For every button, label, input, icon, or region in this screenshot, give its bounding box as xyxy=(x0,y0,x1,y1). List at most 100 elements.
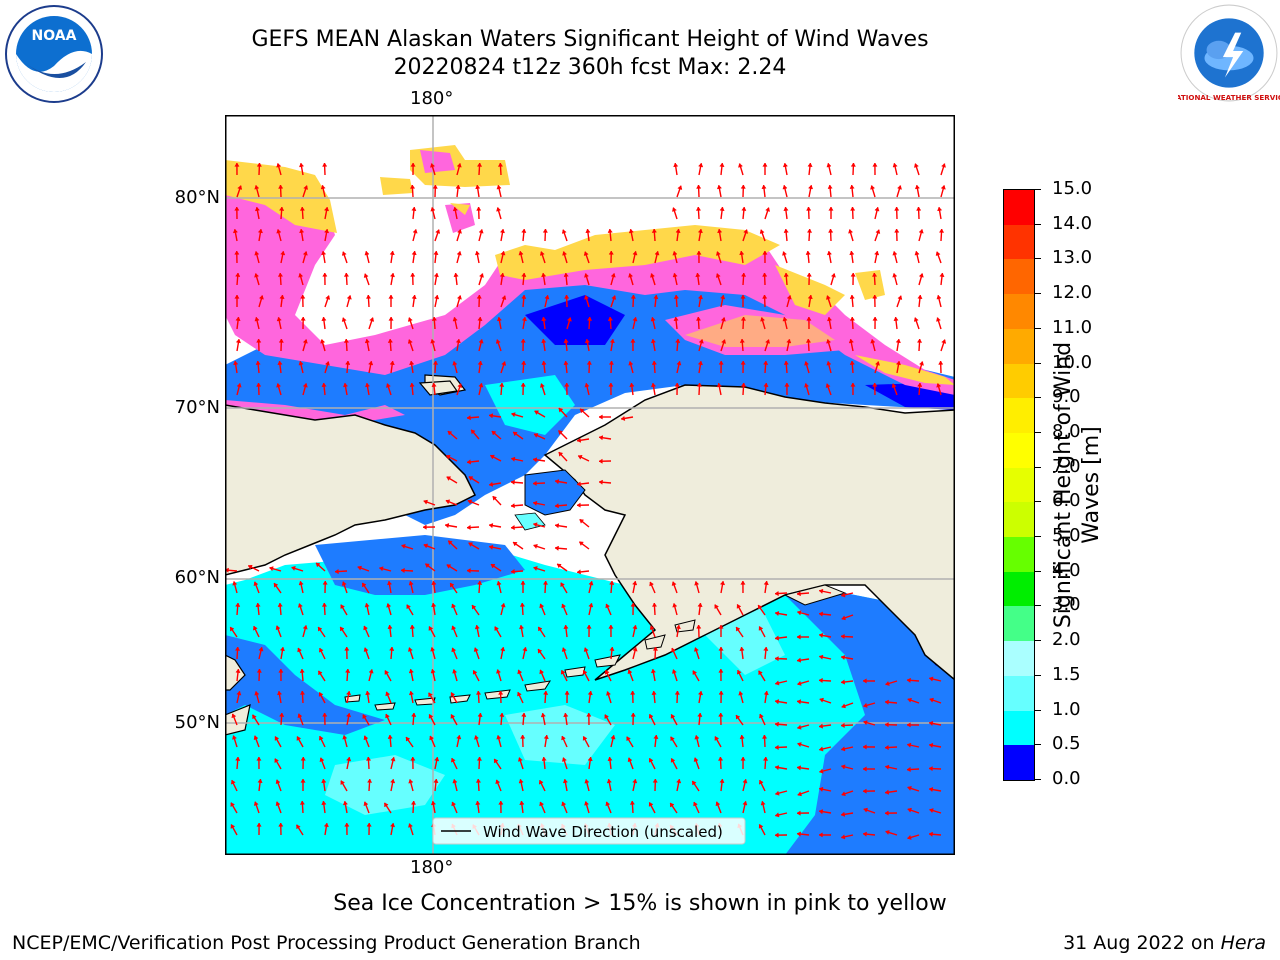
wave-arrow-head xyxy=(297,603,303,608)
sea-ice-caption: Sea Ice Concentration > 15% is shown in … xyxy=(333,891,947,916)
wave-arrow-head xyxy=(446,476,452,481)
wave-arrow-head xyxy=(252,714,257,720)
wave-arrow-head xyxy=(804,361,810,366)
wave-arrow-head xyxy=(929,697,934,703)
wave-arrow-head xyxy=(475,800,481,806)
wave-arrow-head xyxy=(849,360,855,365)
wave-arrow-head xyxy=(452,316,458,322)
wave-arrow-head xyxy=(491,430,497,436)
wave-arrow-head xyxy=(936,317,941,322)
wave-arrow-head xyxy=(277,360,283,366)
wave-arrow-head xyxy=(826,360,832,366)
wave-arrow-head xyxy=(297,647,303,653)
wave-arrow-head xyxy=(447,540,453,546)
wave-arrow-head xyxy=(796,657,802,663)
wave-arrow-head xyxy=(762,272,768,277)
wave-arrow-head xyxy=(452,669,458,674)
colorbar-segment xyxy=(1004,294,1034,329)
noaa-logo: NOAA xyxy=(5,5,103,103)
wave-arrow-head xyxy=(653,734,659,740)
wave-arrow-head xyxy=(541,338,547,344)
lon-label-bottom: 180° xyxy=(410,857,454,878)
wave-arrow-head xyxy=(321,800,327,806)
wave-arrow-head xyxy=(363,735,369,741)
wave-arrow-head xyxy=(364,382,371,388)
wave-arrow-head xyxy=(323,822,329,828)
wave-arrow-head xyxy=(632,646,638,652)
wave-arrow-head xyxy=(561,757,567,762)
wave-arrow-head xyxy=(761,184,767,190)
wave-arrow-head xyxy=(445,499,451,505)
wave-arrow-head xyxy=(278,338,284,343)
wave-arrow-head xyxy=(579,541,584,547)
wave-arrow-head xyxy=(324,228,330,234)
wave-arrow-head xyxy=(848,229,854,234)
wave-arrow-head xyxy=(435,229,441,234)
wave-arrow-head xyxy=(884,744,889,751)
wave-arrow-head xyxy=(584,801,590,806)
wave-arrow-head xyxy=(805,338,812,343)
wave-arrow-head xyxy=(300,294,306,299)
wave-arrow-head xyxy=(522,646,528,652)
wave-arrow-head xyxy=(317,626,323,632)
wave-arrow-head xyxy=(885,680,890,686)
wave-arrow-head xyxy=(554,523,560,529)
legend-label: Wind Wave Direction (unscaled) xyxy=(483,823,723,841)
wave-arrow-head xyxy=(340,604,346,610)
wave-arrow-head xyxy=(409,360,415,366)
wave-arrow-head xyxy=(918,361,924,366)
wave-arrow-head xyxy=(320,339,326,344)
wave-arrow-head xyxy=(826,339,832,344)
wave-arrow-head xyxy=(862,831,867,837)
wave-arrow-head xyxy=(532,457,538,463)
wave-arrow-head xyxy=(540,712,546,718)
wave-arrow-head xyxy=(675,228,681,234)
wave-arrow-head xyxy=(343,338,350,343)
wave-arrow-head xyxy=(607,756,613,762)
wave-arrow-head xyxy=(258,295,264,300)
wave-arrow-head xyxy=(518,778,524,784)
wave-arrow-head xyxy=(470,429,476,435)
wave-arrow-head xyxy=(774,765,780,771)
wave-arrow-head xyxy=(939,272,945,278)
wave-arrow-head xyxy=(804,383,810,388)
wave-arrow-head xyxy=(850,272,856,277)
wave-arrow-head xyxy=(763,690,769,696)
wave-arrow-head xyxy=(409,184,416,189)
wave-arrow-head xyxy=(512,431,518,437)
wave-arrow-head xyxy=(884,810,889,816)
wave-arrow-head xyxy=(452,360,458,366)
wave-arrow-head xyxy=(875,229,881,234)
colorbar-segment xyxy=(1004,259,1034,295)
wave-arrow-head xyxy=(740,360,746,365)
wave-arrow-head xyxy=(521,360,527,365)
wave-arrow-head xyxy=(478,228,484,234)
wave-arrow-head xyxy=(759,713,764,719)
wave-arrow-head xyxy=(488,522,494,529)
wave-arrow-head xyxy=(765,339,771,344)
wave-arrow-head xyxy=(605,603,611,609)
wave-arrow-head xyxy=(489,454,495,460)
wave-arrow-head xyxy=(782,316,788,322)
wave-arrow-head xyxy=(521,316,528,322)
wave-arrow-head xyxy=(341,251,347,256)
wave-arrow-head xyxy=(412,228,418,234)
wave-arrow-head xyxy=(607,228,613,233)
nws-logo: NATIONAL WEATHER SERVICE xyxy=(1178,4,1280,102)
wave-arrow-head xyxy=(670,736,675,742)
wave-arrow-head xyxy=(422,524,427,530)
colorbar-tick-mark xyxy=(1034,466,1041,468)
wave-arrow-head xyxy=(884,722,889,728)
colorbar-segment xyxy=(1004,328,1034,364)
wave-arrow-head xyxy=(406,604,412,610)
wave-arrow-head xyxy=(671,647,676,653)
wave-arrow-head xyxy=(697,294,704,300)
wave-arrow-head xyxy=(763,580,769,586)
wave-arrow-head xyxy=(554,503,559,509)
wave-arrow-head xyxy=(759,229,765,234)
wave-arrow-head xyxy=(433,778,439,784)
wave-arrow-head xyxy=(432,360,439,365)
wave-arrow-head xyxy=(302,339,308,344)
wave-arrow-head xyxy=(760,800,766,806)
wave-arrow-head xyxy=(430,668,436,674)
